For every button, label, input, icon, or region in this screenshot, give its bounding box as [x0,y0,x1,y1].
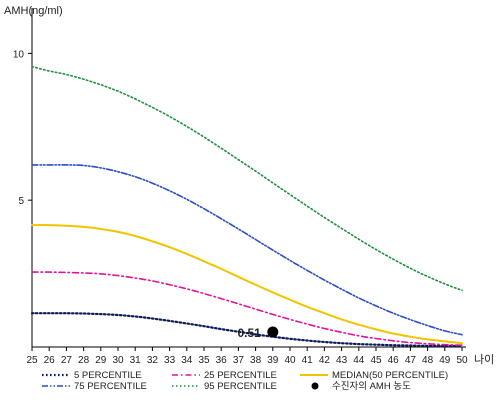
patient-point-label: 0.51 [237,326,261,340]
x-tick-label: 26 [44,355,56,366]
x-tick-label: 35 [198,355,210,366]
x-tick-label: 32 [147,355,159,366]
series-line-4 [31,65,463,292]
series-line-3 [31,164,463,336]
x-tick-label: 25 [26,355,38,366]
x-ticks: 25 26 27 28 29 30 31 32 33 34 35 36 37 38 39 40 41 42 43 44… [26,347,468,366]
legend-label: 수진자의 AMH 농도 [332,381,411,392]
x-tick-label: 39 [267,355,279,366]
x-tick-label: 47 [405,355,417,366]
legend: 5 PERCENTILE 25 PERCENTILE MEDIAN(50 PERCE… [42,370,448,392]
legend-label: 25 PERCENTILE [204,370,277,381]
x-tick-label: 28 [78,355,90,366]
x-axis-title: 나이 [474,353,494,366]
legend-label: MEDIAN(50 PERCENTILE) [332,370,448,381]
x-tick-label: 36 [216,355,228,366]
x-tick-label: 29 [95,355,107,366]
x-tick-label: 30 [112,355,124,366]
x-tick-label: 38 [250,355,262,366]
x-tick-label: 44 [353,355,365,366]
x-tick-label: 42 [319,355,331,366]
x-tick-label: 45 [370,355,382,366]
x-tick-label: 27 [61,355,73,366]
x-tick-label: 50 [456,355,468,366]
series-line-1 [31,271,463,346]
x-tick-label: 43 [336,355,348,366]
x-tick-label: 46 [388,355,400,366]
series-line-2 [31,224,463,345]
patient-point: 0.51 [237,326,279,340]
x-tick-label: 41 [302,355,314,366]
legend-label: 95 PERCENTILE [204,381,277,392]
x-tick-label: 31 [130,355,142,366]
series-lines [30,65,464,348]
series-line-0 [30,312,464,348]
y-axis-title: AMH(ng/ml) [4,5,63,17]
x-tick-label: 49 [439,355,451,366]
y-tick-label: 10 [13,49,25,60]
y-ticks: 5 10 [13,49,32,207]
y-tick-label: 5 [18,196,24,207]
x-tick-label: 33 [164,355,176,366]
x-tick-label: 40 [284,355,296,366]
legend-marker [311,382,319,390]
legend-label: 75 PERCENTILE [74,381,147,392]
x-tick-label: 34 [181,355,193,366]
patient-point-marker [267,326,279,338]
x-tick-label: 48 [422,355,434,366]
legend-label: 5 PERCENTILE [74,370,142,381]
x-tick-label: 37 [233,355,245,366]
